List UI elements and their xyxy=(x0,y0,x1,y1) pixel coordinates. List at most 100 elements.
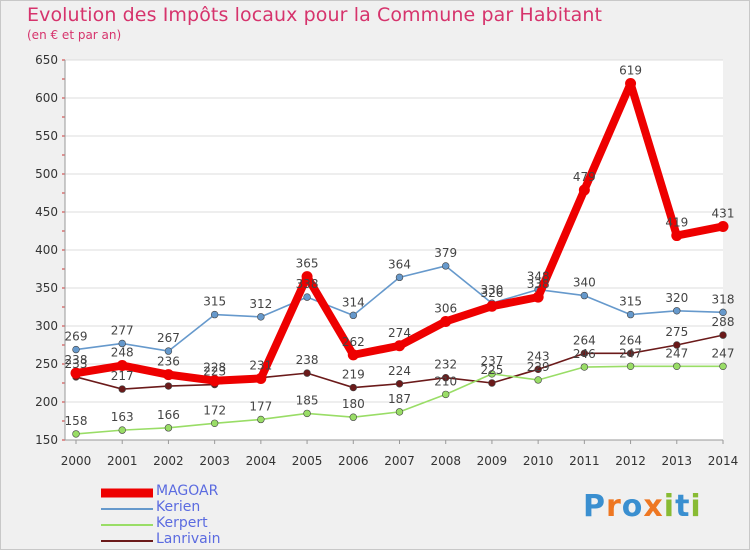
data-point-magoar xyxy=(209,375,221,387)
logo-letter: r xyxy=(606,489,622,524)
data-point-kerpert xyxy=(488,370,496,378)
data-point-magoar xyxy=(255,372,267,384)
logo-letter: t xyxy=(675,489,691,524)
data-label-magoar: 306 xyxy=(434,301,457,315)
data-label-magoar: 248 xyxy=(111,346,134,360)
data-label-magoar: 236 xyxy=(157,355,180,369)
data-point-kerpert xyxy=(442,390,450,399)
data-point-magoar xyxy=(347,349,359,361)
y-tick-label: 600 xyxy=(35,91,58,105)
data-label-magoar: 326 xyxy=(480,286,503,300)
data-label-lanrivain: 225 xyxy=(480,363,503,377)
data-label-kerien: 320 xyxy=(665,291,688,305)
data-label-kerpert: 180 xyxy=(342,397,365,411)
data-point-magoar xyxy=(70,367,82,379)
data-point-kerpert xyxy=(534,376,542,384)
data-point-kerien xyxy=(626,310,635,319)
x-tick-label: 2013 xyxy=(662,454,693,468)
data-label-kerien: 340 xyxy=(573,276,596,290)
data-point-kerpert xyxy=(719,362,727,370)
data-label-kerpert: 247 xyxy=(712,346,735,360)
data-point-kerien xyxy=(72,345,80,354)
data-point-kerpert xyxy=(349,413,357,421)
x-tick-label: 2004 xyxy=(246,454,277,468)
data-point-lanrivain xyxy=(303,369,311,377)
data-point-lanrivain xyxy=(164,382,173,390)
x-tick-label: 2014 xyxy=(708,454,739,468)
data-label-kerpert: 158 xyxy=(65,414,88,428)
data-point-kerien xyxy=(257,313,265,321)
y-tick-label: 300 xyxy=(35,319,58,333)
data-point-magoar xyxy=(162,369,174,381)
data-point-magoar xyxy=(394,340,405,352)
data-label-kerpert: 172 xyxy=(203,403,226,417)
data-point-magoar xyxy=(578,184,590,196)
data-label-magoar: 619 xyxy=(619,64,642,78)
x-tick-label: 2007 xyxy=(384,454,415,468)
chart-title: Evolution des Impôts locaux pour la Comm… xyxy=(27,4,603,26)
legend-label-lanrivain: Lanrivain xyxy=(156,531,221,547)
data-label-kerien: 348 xyxy=(527,270,550,284)
legend-label-kerpert: Kerpert xyxy=(156,515,208,531)
data-point-kerien xyxy=(210,310,219,319)
data-point-lanrivain xyxy=(118,385,126,393)
data-label-kerpert: 246 xyxy=(573,347,596,361)
y-tick-label: 250 xyxy=(35,357,58,371)
data-label-lanrivain: 224 xyxy=(388,364,411,378)
data-point-kerpert xyxy=(118,426,126,434)
y-tick-label: 200 xyxy=(35,395,58,409)
data-point-lanrivain xyxy=(442,373,450,382)
x-tick-label: 2005 xyxy=(292,454,323,468)
data-point-kerien xyxy=(164,347,173,355)
data-label-kerpert: 229 xyxy=(527,360,550,374)
legend-label-kerien: Kerien xyxy=(156,499,201,515)
data-label-kerpert: 177 xyxy=(249,399,272,413)
data-label-kerien: 267 xyxy=(157,331,180,345)
data-point-lanrivain xyxy=(626,349,635,358)
y-tick-label: 150 xyxy=(35,433,58,447)
data-label-lanrivain: 233 xyxy=(65,357,88,371)
data-point-kerpert xyxy=(626,362,635,370)
y-tick-label: 650 xyxy=(35,53,58,67)
y-tick-label: 400 xyxy=(35,243,58,257)
data-label-kerien: 379 xyxy=(434,246,457,260)
y-tick-label: 550 xyxy=(35,129,58,143)
data-label-kerien: 312 xyxy=(249,297,272,311)
data-label-magoar: 338 xyxy=(527,277,550,291)
proxiti-logo: Proxiti xyxy=(583,489,702,524)
data-label-kerien: 314 xyxy=(342,295,365,309)
data-label-magoar: 231 xyxy=(249,358,272,372)
logo-letter: P xyxy=(583,489,606,524)
data-point-magoar xyxy=(625,78,637,90)
data-label-magoar: 479 xyxy=(573,170,596,184)
data-point-lanrivain xyxy=(580,349,589,358)
data-point-lanrivain xyxy=(488,379,496,387)
logo-letter: o xyxy=(621,489,644,524)
data-label-magoar: 431 xyxy=(712,206,735,220)
data-point-kerien xyxy=(719,308,727,317)
data-label-kerien: 364 xyxy=(388,257,411,271)
y-tick-label: 350 xyxy=(35,281,58,295)
data-label-kerien: 277 xyxy=(111,323,134,337)
x-tick-label: 2001 xyxy=(107,454,138,468)
data-label-kerpert: 247 xyxy=(619,346,642,360)
data-label-kerien: 338 xyxy=(296,277,319,291)
data-point-kerpert xyxy=(72,430,80,438)
x-tick-label: 2002 xyxy=(153,454,184,468)
chart-subtitle: (en € et par an) xyxy=(27,28,122,42)
data-point-lanrivain xyxy=(349,383,357,392)
data-label-kerpert: 237 xyxy=(480,354,503,368)
x-tick-label: 2008 xyxy=(430,454,461,468)
data-point-lanrivain xyxy=(395,380,404,388)
x-tick-label: 2003 xyxy=(199,454,230,468)
data-label-kerien: 330 xyxy=(480,283,503,297)
data-point-magoar xyxy=(532,291,544,303)
legend-label-magoar: MAGOAR xyxy=(156,483,219,499)
data-label-kerpert: 185 xyxy=(296,393,319,407)
data-label-lanrivain: 288 xyxy=(712,315,735,329)
x-tick-label: 2000 xyxy=(61,454,92,468)
data-label-kerpert: 163 xyxy=(111,410,134,424)
data-label-lanrivain: 264 xyxy=(573,333,596,347)
data-point-kerpert xyxy=(210,419,219,427)
